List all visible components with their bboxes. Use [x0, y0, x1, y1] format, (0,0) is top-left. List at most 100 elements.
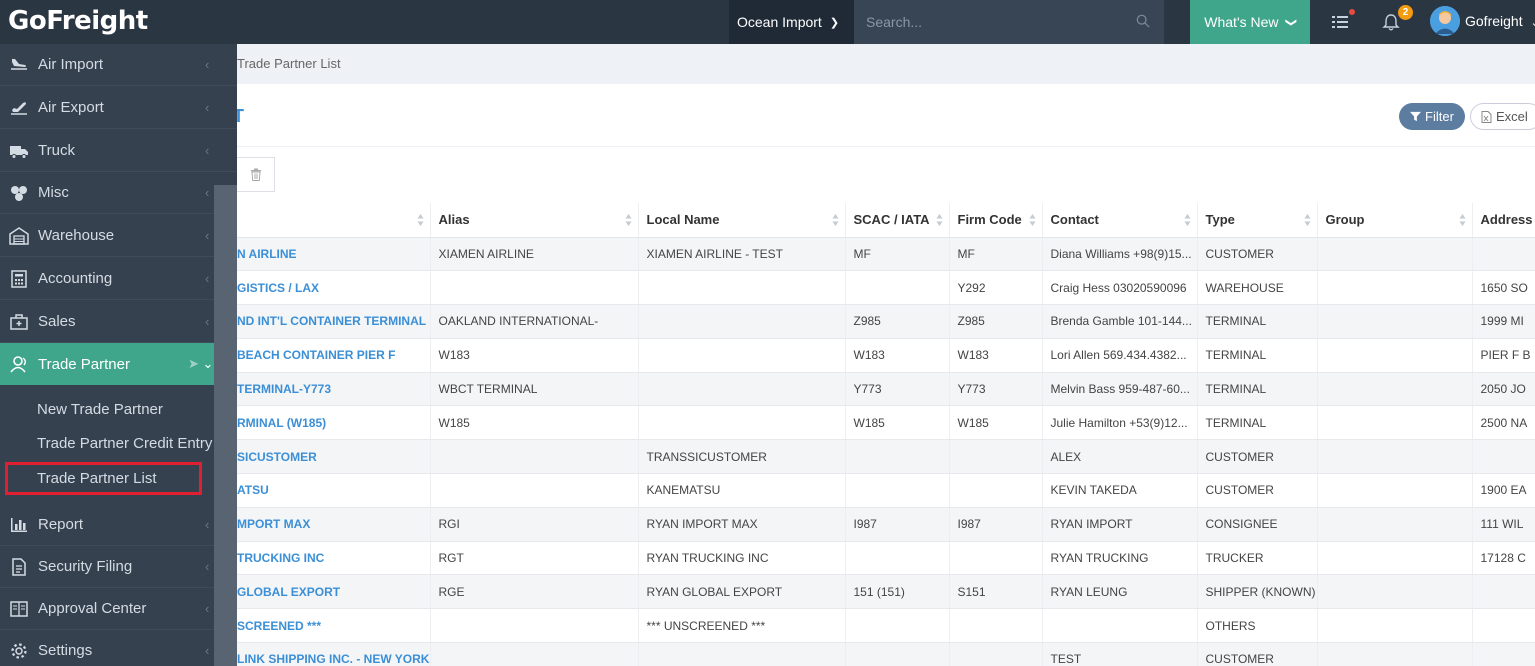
table-cell: 17128 C — [1472, 541, 1535, 576]
partner-name-link[interactable]: GISTICS / LAX — [237, 270, 431, 306]
sidebar-item-misc[interactable]: Misc ‹ — [0, 172, 237, 214]
avatar[interactable] — [1430, 6, 1460, 36]
table-row[interactable]: LINK SHIPPING INC. - NEW YORK TEST CUSTOME… — [237, 642, 1535, 666]
table-row[interactable]: ATSU KANEMATSU KEVIN TAKEDA CUSTOMER 1900 EA — [237, 473, 1535, 508]
table-cell — [845, 608, 950, 644]
table-cell — [1317, 473, 1473, 508]
partner-name-link[interactable]: RMINAL (W185) — [237, 405, 431, 441]
search-icon[interactable] — [1136, 14, 1150, 28]
sort-icon[interactable] — [625, 213, 632, 227]
filter-icon — [1410, 111, 1422, 122]
table-cell — [845, 473, 950, 508]
sidebar-item-approval-center[interactable]: Approval Center ‹ — [0, 588, 237, 630]
table-row[interactable]: GISTICS / LAX Y292 Craig Hess 03020590096 W… — [237, 270, 1535, 306]
user-menu[interactable]: Gofreight ⌄ — [1465, 13, 1535, 29]
table-cell: MF — [845, 237, 950, 272]
delete-button[interactable] — [237, 157, 275, 192]
column-header-address-col[interactable]: Address — [1472, 203, 1535, 238]
table-cell — [638, 304, 846, 339]
whats-new-button[interactable]: What's New ❯ — [1190, 0, 1310, 44]
sidebar-subitem-trade-partner-list[interactable]: Trade Partner List — [5, 462, 202, 495]
table-row[interactable]: BEACH CONTAINER PIER F W183 W183 W183 Lori A… — [237, 338, 1535, 373]
sidebar-item-air-export[interactable]: Air Export ‹ — [0, 87, 237, 129]
bell-icon[interactable] — [1381, 12, 1401, 32]
table-row[interactable]: RMINAL (W185) W185 W185 W185 Julie Hamilton … — [237, 405, 1535, 441]
column-header-name-col[interactable] — [237, 203, 431, 238]
sidebar-item-label: Accounting — [38, 270, 113, 287]
mode-dropdown[interactable]: Ocean Import ❯ — [729, 0, 854, 44]
warehouse-icon — [9, 226, 29, 245]
partner-name-link[interactable]: GLOBAL EXPORT — [237, 574, 431, 610]
column-header-group-col[interactable]: Group — [1317, 203, 1473, 238]
column-header-firm-code-col[interactable]: Firm Code — [949, 203, 1043, 238]
column-header-alias-col[interactable]: Alias — [430, 203, 639, 238]
partner-name-link[interactable]: N AIRLINE — [237, 237, 431, 272]
breadcrumb[interactable]: Trade Partner List — [237, 56, 341, 71]
partner-name-link[interactable]: BEACH CONTAINER PIER F — [237, 338, 431, 373]
column-header-contact-col[interactable]: Contact — [1042, 203, 1198, 238]
partner-name-link[interactable]: TERMINAL-Y773 — [237, 372, 431, 407]
column-header-type-col[interactable]: Type — [1197, 203, 1318, 238]
sort-icon[interactable] — [417, 213, 424, 227]
sort-icon[interactable] — [1304, 213, 1311, 227]
table-cell — [1317, 507, 1473, 542]
sort-icon[interactable] — [1459, 213, 1466, 227]
column-header-local-name-col[interactable]: Local Name — [638, 203, 846, 238]
excel-export-button[interactable]: Excel — [1470, 103, 1535, 130]
table-header: Alias Local Name SCAC / IATA Firm Code Conta… — [237, 203, 1535, 238]
sidebar-item-label: Approval Center — [38, 600, 147, 617]
table-row[interactable]: SICUSTOMER TRANSSICUSTOMER ALEX CUSTOMER — [237, 439, 1535, 475]
search-input[interactable] — [866, 14, 1126, 30]
task-list-icon[interactable] — [1330, 12, 1350, 32]
table-cell: 151 (151) — [845, 574, 950, 610]
sidebar: Air Import ‹ Air Export ‹ Truck ‹ Misc ‹ Warehou… — [0, 44, 237, 666]
partner-name-link[interactable]: SCREENED *** — [237, 608, 431, 644]
sidebar-item-air-import[interactable]: Air Import ‹ — [0, 44, 237, 86]
sidebar-item-label: Warehouse — [38, 227, 115, 244]
filter-button[interactable]: Filter — [1399, 103, 1465, 130]
sidebar-item-security-filing[interactable]: Security Filing ‹ — [0, 546, 237, 588]
partner-name-link[interactable]: MPORT MAX — [237, 507, 431, 542]
sidebar-item-accounting[interactable]: Accounting ‹ — [0, 258, 237, 300]
user-name: Gofreight — [1465, 13, 1523, 29]
column-header-scac-iata-col[interactable]: SCAC / IATA — [845, 203, 950, 238]
table-row[interactable]: TRUCKING INC RGT RYAN TRUCKING INC RYAN TRU… — [237, 541, 1535, 576]
filter-label: Filter — [1425, 109, 1454, 124]
column-header-label: Type — [1205, 212, 1235, 228]
sidebar-subitem-new-trade-partner[interactable]: New Trade Partner — [37, 401, 163, 418]
table-cell: RGT — [430, 541, 639, 576]
table-cell — [1472, 642, 1535, 666]
table-row[interactable]: TERMINAL-Y773 WBCT TERMINAL Y773 Y773 Melvin… — [237, 372, 1535, 407]
table-row[interactable]: GLOBAL EXPORT RGE RYAN GLOBAL EXPORT 151 (1… — [237, 574, 1535, 610]
sidebar-item-report[interactable]: Report ‹ — [0, 504, 237, 546]
table-cell: 111 WIL — [1472, 507, 1535, 542]
app-logo[interactable]: GoFreight — [8, 6, 148, 36]
table-row[interactable]: N AIRLINE XIAMEN AIRLINE XIAMEN AIRLINE - … — [237, 237, 1535, 272]
partner-name-link[interactable]: ATSU — [237, 473, 431, 508]
sidebar-item-settings[interactable]: Settings ‹ — [0, 630, 237, 666]
sidebar-item-truck[interactable]: Truck ‹ — [0, 130, 237, 172]
partner-name-link[interactable]: TRUCKING INC — [237, 541, 431, 576]
sidebar-item-trade-partner[interactable]: Trade Partner ➤ ⌄ — [0, 343, 237, 385]
user-avatar-icon — [1430, 6, 1460, 36]
sidebar-scrollbar[interactable] — [214, 185, 237, 666]
sidebar-item-label: Trade Partner — [38, 355, 130, 373]
table-row[interactable]: ND INT'L CONTAINER TERMINAL OAKLAND INTER… — [237, 304, 1535, 339]
sort-icon[interactable] — [936, 213, 943, 227]
book-icon — [10, 600, 28, 617]
partner-name-link[interactable]: ND INT'L CONTAINER TERMINAL — [237, 304, 431, 339]
truck-icon — [10, 145, 28, 159]
sidebar-item-warehouse[interactable]: Warehouse ‹ — [0, 215, 237, 257]
partner-name-link[interactable]: LINK SHIPPING INC. - NEW YORK — [237, 642, 431, 666]
sidebar-subitem-trade-partner-credit-entry[interactable]: Trade Partner Credit Entry — [37, 435, 213, 452]
sidebar-item-label: Sales — [38, 313, 76, 330]
table-row[interactable]: MPORT MAX RGI RYAN IMPORT MAX I987 I987 RYAN … — [237, 507, 1535, 542]
table-row[interactable]: SCREENED *** *** UNSCREENED *** OTHERS — [237, 608, 1535, 644]
table-cell: TERMINAL — [1197, 304, 1318, 339]
sidebar-item-sales[interactable]: Sales ‹ — [0, 301, 237, 343]
sort-icon[interactable] — [832, 213, 839, 227]
sort-icon[interactable] — [1184, 213, 1191, 227]
table-cell: RGI — [430, 507, 639, 542]
partner-name-link[interactable]: SICUSTOMER — [237, 439, 431, 475]
sort-icon[interactable] — [1029, 213, 1036, 227]
